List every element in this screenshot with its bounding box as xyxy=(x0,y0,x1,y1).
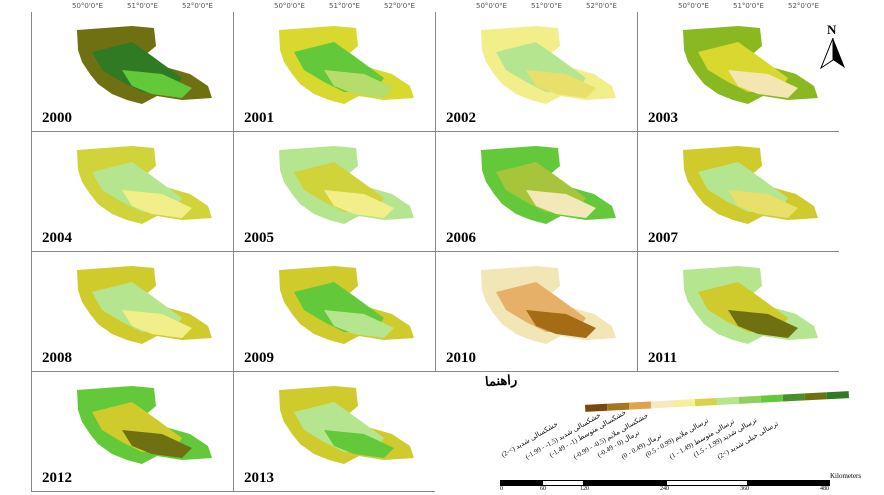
year-label: 2008 xyxy=(42,350,72,366)
year-label: 2004 xyxy=(42,230,72,246)
longitude-label: 51°0'0"E xyxy=(329,2,360,10)
legend-title: راهنما xyxy=(484,371,518,390)
longitude-label: 52°0'0"E xyxy=(384,2,415,10)
svg-text:N: N xyxy=(827,22,837,37)
year-label: 2002 xyxy=(446,110,476,126)
legend-swatch xyxy=(606,402,630,411)
map-panel-2009: 2009 xyxy=(233,252,435,372)
year-label: 2010 xyxy=(446,350,476,366)
legend-swatches xyxy=(584,391,850,412)
longitude-label: 52°0'0"E xyxy=(182,2,213,10)
legend-swatch xyxy=(738,395,762,404)
longitude-label: 52°0'0"E xyxy=(788,2,819,10)
legend-swatch xyxy=(628,401,652,410)
scale-tick: 360 xyxy=(740,486,749,492)
legend: خشکسالی شدید (>-2) (-1.99 - -1.5) خشکسالی… xyxy=(480,390,880,493)
year-label: 2009 xyxy=(244,350,274,366)
longitude-label: 50°0'0"E xyxy=(476,2,507,10)
map-panel-2012: 2012 xyxy=(31,372,233,492)
longitude-label: 51°0'0"E xyxy=(531,2,562,10)
map-panel-2002: 2002 50°0'0"E 51°0'0"E 52°0'0"E xyxy=(435,2,637,132)
map-panel-2011: 2011 xyxy=(637,252,839,372)
legend-swatch xyxy=(804,392,828,401)
longitude-label: 50°0'0"E xyxy=(678,2,709,10)
longitude-label: 50°0'0"E xyxy=(72,2,103,10)
scale-bar xyxy=(500,480,840,486)
year-label: 2001 xyxy=(244,110,274,126)
scale-tick: 480 xyxy=(820,486,829,492)
year-label: 2007 xyxy=(648,230,678,246)
legend-swatch xyxy=(716,396,740,405)
legend-swatch xyxy=(694,398,718,407)
year-label: 2013 xyxy=(244,470,274,486)
map-panel-2000: 2000 50°0'0"E 51°0'0"E 52°0'0"E xyxy=(31,2,233,132)
scale-tick: 60 xyxy=(540,486,546,492)
longitude-label: 51°0'0"E xyxy=(127,2,158,10)
year-label: 2005 xyxy=(244,230,274,246)
map-panel-2013: 2013 xyxy=(233,372,435,492)
year-label: 2000 xyxy=(42,110,72,126)
legend-swatch xyxy=(584,403,608,412)
year-label: 2003 xyxy=(648,110,678,126)
map-panel-2001: 2001 50°0'0"E 51°0'0"E 52°0'0"E xyxy=(233,2,435,132)
legend-swatch xyxy=(760,394,784,403)
map-panel-2006: 2006 xyxy=(435,132,637,252)
north-arrow-icon: N xyxy=(819,22,845,70)
scale-tick: 240 xyxy=(660,486,669,492)
longitude-label: 51°0'0"E xyxy=(733,2,764,10)
map-panel-2005: 2005 xyxy=(233,132,435,252)
map-panel-2003: 2003 50°0'0"E 51°0'0"E 52°0'0"E xyxy=(637,2,839,132)
year-label: 2011 xyxy=(648,350,678,366)
legend-swatch xyxy=(826,391,850,400)
scale-tick: 120 xyxy=(580,486,589,492)
map-panel-2004: 2004 xyxy=(31,132,233,252)
longitude-label: 52°0'0"E xyxy=(586,2,617,10)
scale-unit: Kilometers xyxy=(830,472,862,480)
legend-swatch xyxy=(650,400,674,409)
scale-tick: 0 xyxy=(500,486,503,492)
map-panel-2007: 2007 xyxy=(637,132,839,252)
year-label: 2012 xyxy=(42,470,72,486)
longitude-label: 50°0'0"E xyxy=(274,2,305,10)
year-label: 2006 xyxy=(446,230,476,246)
legend-swatch xyxy=(782,393,806,402)
legend-swatch xyxy=(672,399,696,408)
map-panel-2010: 2010 xyxy=(435,252,637,372)
map-panel-2008: 2008 xyxy=(31,252,233,372)
